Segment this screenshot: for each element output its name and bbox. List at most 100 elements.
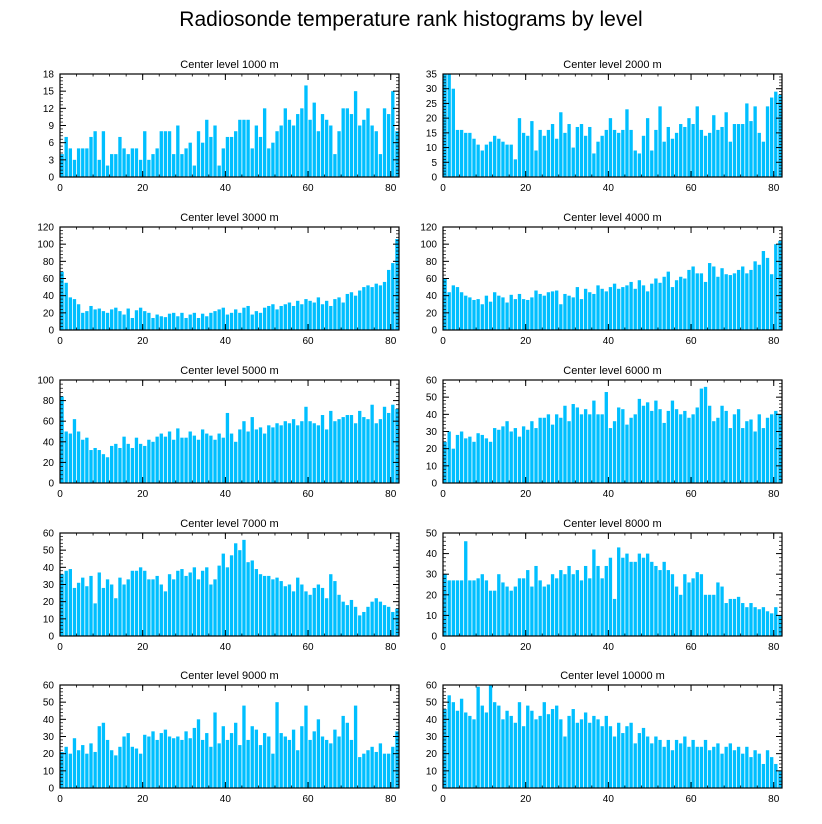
bar bbox=[324, 300, 329, 330]
bar bbox=[341, 302, 345, 330]
bar bbox=[221, 148, 225, 177]
bar bbox=[308, 594, 312, 636]
bar bbox=[184, 731, 188, 788]
bar bbox=[583, 135, 588, 177]
bar bbox=[114, 307, 118, 330]
bar bbox=[575, 287, 580, 330]
bar bbox=[345, 293, 349, 330]
bar bbox=[608, 726, 613, 788]
bar bbox=[774, 91, 778, 177]
bar bbox=[320, 736, 325, 788]
bar bbox=[341, 601, 345, 636]
y-tick-label: 100 bbox=[37, 240, 54, 251]
bar bbox=[459, 129, 464, 177]
bar bbox=[308, 119, 312, 177]
bar bbox=[451, 702, 455, 788]
x-tick-label: 0 bbox=[57, 336, 63, 347]
bar bbox=[571, 147, 575, 177]
bar bbox=[238, 312, 242, 330]
bar bbox=[172, 579, 176, 636]
bar bbox=[476, 299, 480, 330]
bar bbox=[480, 574, 484, 636]
bar bbox=[588, 126, 592, 177]
bar bbox=[608, 118, 613, 177]
bar bbox=[724, 746, 728, 788]
bar bbox=[89, 450, 93, 483]
bar bbox=[387, 269, 391, 330]
y-tick-label: 120 bbox=[37, 223, 54, 234]
bar bbox=[242, 307, 246, 330]
bar bbox=[329, 743, 333, 788]
y-tick-label: 40 bbox=[426, 715, 438, 726]
bar bbox=[333, 299, 337, 330]
bar bbox=[163, 131, 168, 177]
bar bbox=[85, 311, 89, 330]
bar bbox=[304, 705, 308, 788]
bar bbox=[275, 423, 279, 483]
bar bbox=[101, 131, 106, 177]
bar bbox=[287, 302, 292, 330]
bar bbox=[480, 705, 484, 788]
panel-title: Center level 6000 m bbox=[563, 365, 661, 377]
bar bbox=[85, 148, 89, 177]
bar bbox=[604, 392, 608, 483]
bar bbox=[250, 560, 254, 636]
bar bbox=[391, 746, 395, 788]
bar bbox=[395, 731, 399, 788]
bar bbox=[60, 271, 64, 330]
bar bbox=[300, 584, 304, 636]
bar bbox=[353, 423, 358, 483]
bar bbox=[213, 439, 217, 483]
bar bbox=[488, 590, 493, 636]
bar bbox=[443, 574, 447, 636]
bar bbox=[459, 698, 464, 788]
bar bbox=[625, 726, 629, 788]
bar bbox=[707, 263, 712, 330]
bar bbox=[534, 428, 538, 483]
y-tick-label: 60 bbox=[426, 274, 438, 285]
x-tick-label: 60 bbox=[302, 489, 314, 500]
bar bbox=[329, 574, 333, 636]
bar bbox=[596, 565, 600, 636]
bar bbox=[64, 746, 68, 788]
y-tick-label: 0 bbox=[431, 784, 437, 795]
bar bbox=[147, 439, 151, 483]
bar bbox=[567, 295, 571, 330]
bar bbox=[172, 312, 176, 330]
bar bbox=[699, 129, 704, 177]
bar bbox=[126, 579, 130, 636]
bar bbox=[600, 578, 604, 636]
bar bbox=[114, 598, 118, 636]
bar bbox=[329, 305, 333, 330]
bar bbox=[267, 305, 271, 330]
x-tick-label: 0 bbox=[440, 794, 446, 805]
bar bbox=[654, 565, 658, 636]
bar bbox=[93, 603, 97, 636]
bar bbox=[217, 165, 221, 177]
bar bbox=[205, 433, 209, 483]
bar bbox=[765, 750, 770, 788]
bar bbox=[246, 119, 250, 177]
bar bbox=[238, 550, 242, 636]
bar bbox=[765, 257, 770, 330]
bar bbox=[167, 431, 172, 483]
bar bbox=[105, 739, 110, 788]
y-tick-label: 3 bbox=[48, 155, 54, 166]
x-tick-label: 0 bbox=[440, 183, 446, 194]
y-tick-label: 30 bbox=[426, 570, 438, 581]
bar bbox=[196, 579, 201, 636]
bar bbox=[625, 553, 629, 636]
bar bbox=[296, 577, 300, 636]
bar bbox=[333, 729, 337, 788]
x-tick-label: 80 bbox=[385, 794, 397, 805]
panel-title: Center level 5000 m bbox=[180, 365, 278, 377]
bar bbox=[699, 574, 704, 636]
bar bbox=[534, 150, 538, 177]
bar bbox=[143, 734, 147, 788]
y-tick-label: 30 bbox=[43, 580, 55, 591]
bar bbox=[320, 114, 325, 177]
bar bbox=[353, 606, 358, 636]
bar bbox=[526, 570, 530, 636]
bar bbox=[238, 745, 242, 788]
bar bbox=[736, 409, 741, 483]
